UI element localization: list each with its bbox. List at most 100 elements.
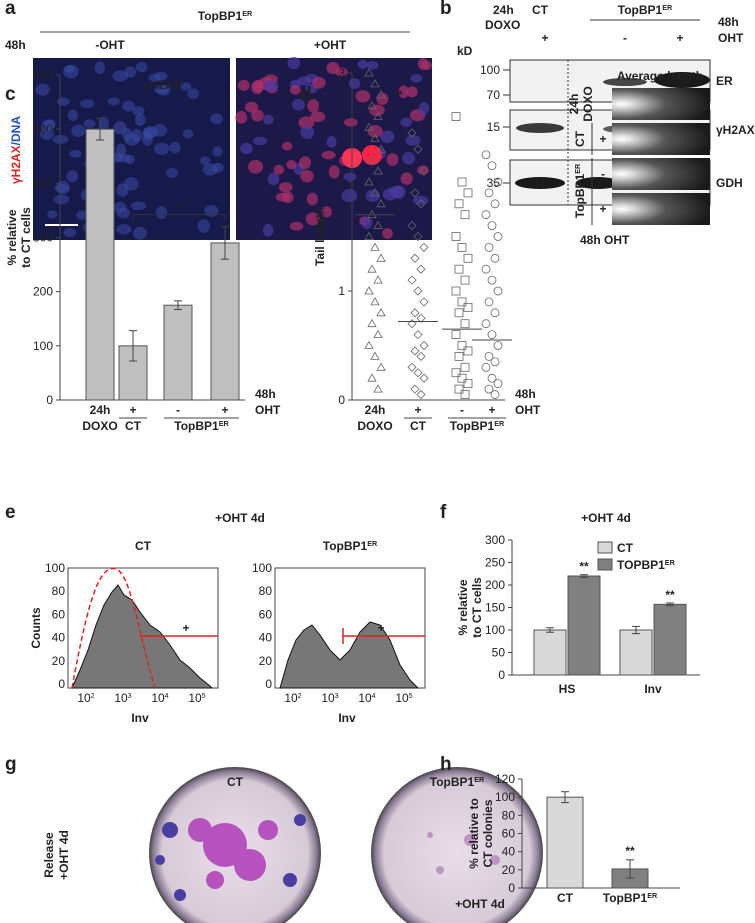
cell bbox=[182, 129, 194, 139]
point bbox=[373, 220, 383, 230]
cell bbox=[132, 106, 145, 116]
cell bbox=[67, 109, 78, 122]
unit-label: kD bbox=[457, 44, 473, 58]
point bbox=[407, 362, 417, 372]
y-tick-label: 200 bbox=[485, 578, 505, 592]
cell bbox=[199, 156, 211, 166]
bar bbox=[85, 128, 115, 401]
y-tick-label: 2 bbox=[338, 175, 345, 189]
lane-label: + bbox=[541, 31, 548, 45]
cell bbox=[94, 61, 106, 74]
point bbox=[364, 231, 374, 240]
point bbox=[410, 346, 420, 356]
cell bbox=[417, 57, 429, 70]
cell bbox=[287, 56, 301, 70]
cell bbox=[263, 79, 279, 92]
point bbox=[373, 384, 383, 393]
x-tick-label: 24h bbox=[365, 403, 386, 417]
point bbox=[457, 341, 467, 350]
cell bbox=[263, 114, 274, 125]
control-label: CT bbox=[532, 3, 549, 17]
cell bbox=[47, 210, 58, 219]
group-label-text: TopBP1 bbox=[573, 173, 587, 218]
cell bbox=[66, 169, 79, 183]
y-tick-label: 80 bbox=[502, 808, 516, 822]
lane-label: + bbox=[676, 31, 683, 45]
point bbox=[463, 188, 473, 198]
cell bbox=[56, 180, 70, 195]
time-label: 48h bbox=[5, 38, 26, 52]
cell bbox=[362, 145, 382, 165]
point bbox=[493, 341, 503, 350]
x-tick-label: + bbox=[414, 403, 421, 417]
x-tick-label-text: 10 bbox=[114, 691, 128, 705]
cell bbox=[398, 85, 409, 99]
cell bbox=[115, 153, 132, 163]
point bbox=[484, 351, 494, 361]
point bbox=[481, 319, 491, 329]
cell bbox=[418, 102, 430, 115]
y-tick-label: 40 bbox=[502, 845, 516, 859]
cell bbox=[366, 60, 379, 70]
y-tick-label: 20 bbox=[259, 654, 273, 668]
cell bbox=[348, 78, 361, 89]
x-tick-label-sup: ER bbox=[647, 891, 658, 900]
treatment-label: 24h bbox=[567, 94, 581, 115]
dishes bbox=[149, 767, 543, 923]
cell bbox=[169, 141, 181, 154]
cell bbox=[298, 156, 312, 170]
cell bbox=[328, 165, 340, 179]
group-label: TopBP1ER bbox=[174, 419, 229, 434]
y-tick-label: 80 bbox=[52, 584, 66, 598]
point bbox=[373, 166, 383, 175]
cell bbox=[57, 97, 70, 106]
cell bbox=[357, 59, 368, 69]
cell bbox=[80, 99, 95, 109]
point bbox=[376, 144, 386, 153]
cell bbox=[52, 134, 69, 144]
point bbox=[376, 362, 386, 371]
point bbox=[367, 264, 377, 273]
cell bbox=[286, 159, 297, 170]
cell bbox=[300, 169, 314, 183]
panel-name-text: TopBP1 bbox=[323, 539, 368, 553]
cell bbox=[361, 216, 373, 230]
x-tick-label: 103 bbox=[321, 691, 338, 706]
x-tick-label-sup: 2 bbox=[298, 691, 302, 700]
cell bbox=[400, 117, 412, 127]
y-axis-label: to CT cells bbox=[470, 577, 484, 638]
bar bbox=[533, 629, 567, 676]
point bbox=[367, 100, 377, 110]
y-tick-label: 40 bbox=[259, 631, 273, 645]
y-tick-label: 60 bbox=[52, 607, 66, 621]
stain-red: γH2AX bbox=[9, 145, 23, 184]
marker-label: 15 bbox=[487, 120, 501, 134]
point bbox=[407, 275, 417, 285]
point bbox=[460, 362, 470, 372]
panel-label: b bbox=[440, 0, 452, 19]
point bbox=[419, 242, 429, 252]
treatment-label: DOXO bbox=[581, 86, 595, 121]
point bbox=[490, 357, 500, 367]
gate-label: + bbox=[182, 621, 189, 635]
y-tick-label: 60 bbox=[502, 827, 516, 841]
x-tick-label: - bbox=[176, 403, 180, 417]
x-tick-label-sup: 5 bbox=[202, 691, 206, 700]
point bbox=[413, 231, 423, 242]
cell bbox=[406, 86, 418, 98]
group-label-sup: ER bbox=[662, 3, 673, 12]
side-label: +OHT 4d bbox=[57, 830, 71, 880]
cell bbox=[410, 74, 423, 83]
group-label-sup: ER bbox=[219, 419, 230, 428]
point bbox=[410, 308, 420, 318]
cell bbox=[116, 224, 132, 235]
point bbox=[419, 340, 429, 351]
point bbox=[410, 253, 420, 263]
x-tick-label: 102 bbox=[284, 691, 301, 706]
y-tick-label: 0 bbox=[58, 677, 65, 691]
point bbox=[460, 210, 470, 220]
group-label: TopBP1ER bbox=[573, 163, 588, 218]
point bbox=[457, 297, 467, 307]
micrograph bbox=[33, 58, 230, 240]
y-tick-label: 1 bbox=[338, 284, 345, 298]
